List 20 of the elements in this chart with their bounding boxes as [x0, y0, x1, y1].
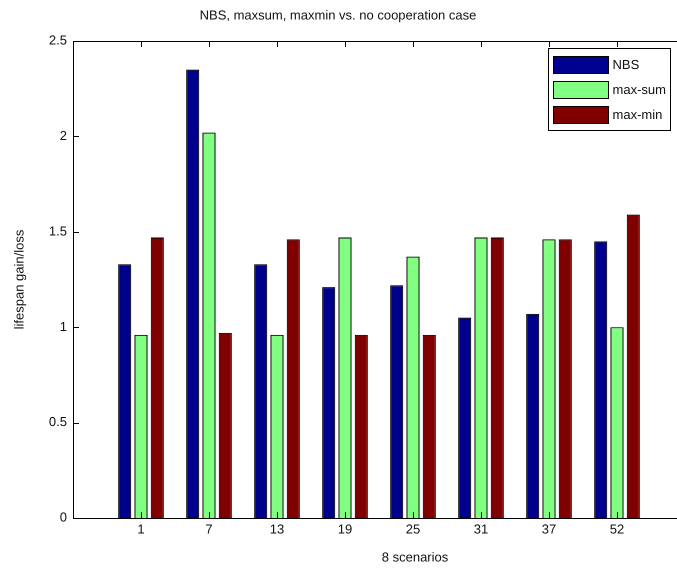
y-tick-label: 0 — [60, 510, 67, 525]
y-tick-label: 2 — [60, 128, 67, 143]
x-tick-label: 31 — [474, 521, 488, 536]
x-tick-label: 37 — [542, 521, 556, 536]
legend-label: max-sum — [612, 82, 666, 97]
x-tick-label: 1 — [137, 521, 145, 536]
x-tick-label: 19 — [338, 521, 352, 536]
y-tick-label: 0.5 — [48, 414, 67, 430]
x-tick-label: 13 — [270, 521, 284, 536]
legend-label: NBS — [612, 57, 640, 72]
x-tick-label: 7 — [205, 521, 213, 536]
legend-label: max-min — [612, 107, 662, 122]
y-tick-label: 1.5 — [48, 223, 67, 238]
y-axis-title: lifespan gain/loss — [12, 229, 27, 330]
x-tick-label: 25 — [406, 521, 420, 536]
chart-title: NBS, maxsum, maxmin vs. no cooperation case — [200, 8, 476, 23]
y-tick-label: 1 — [60, 318, 67, 334]
y-tick-label: 2.5 — [48, 32, 67, 48]
x-tick-label: 52 — [610, 521, 624, 536]
x-axis-title: 8 scenarios — [382, 550, 449, 565]
